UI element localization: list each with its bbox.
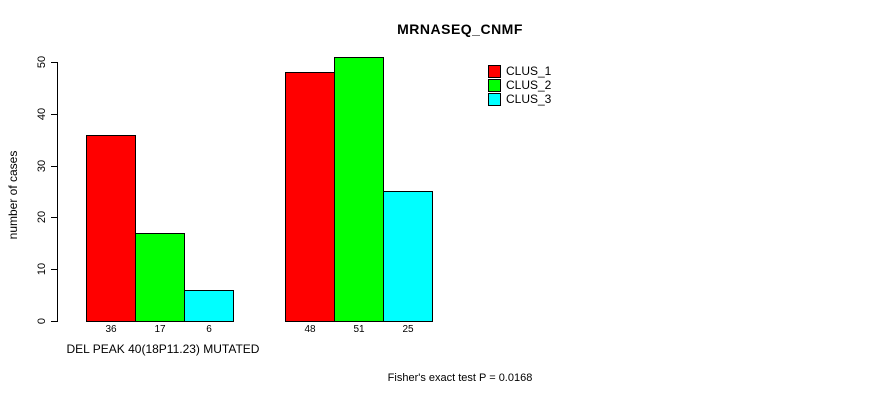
y-axis-line bbox=[57, 62, 58, 322]
chart-title: MRNASEQ_CNMF bbox=[397, 21, 523, 37]
y-axis-tick bbox=[51, 113, 57, 115]
y-axis-tick bbox=[51, 217, 57, 219]
legend-swatch-clus_1 bbox=[488, 64, 501, 78]
legend-item-clus_1: CLUS_1 bbox=[488, 64, 551, 78]
y-axis-tick-label: 10 bbox=[36, 263, 48, 276]
x-axis-title: DEL PEAK 40(18P11.23) MUTATED bbox=[66, 342, 260, 356]
y-axis-title: number of cases bbox=[6, 150, 20, 240]
legend-label: CLUS_2 bbox=[506, 78, 552, 92]
bar-value-label: 17 bbox=[154, 324, 166, 335]
legend-swatch-clus_2 bbox=[488, 78, 501, 92]
legend-item-clus_3: CLUS_3 bbox=[488, 92, 551, 106]
y-axis-tick bbox=[51, 269, 57, 271]
bar-clus_3-group1 bbox=[184, 290, 234, 322]
legend-label: CLUS_3 bbox=[506, 92, 552, 106]
y-axis-tick-label: 20 bbox=[36, 211, 48, 224]
bar-value-label: 25 bbox=[402, 324, 414, 335]
bar-clus_2-group1 bbox=[135, 233, 185, 322]
y-axis-tick-label: 0 bbox=[36, 317, 48, 325]
bar-value-label: 48 bbox=[304, 324, 316, 335]
bar-value-label: 6 bbox=[206, 324, 212, 335]
legend: CLUS_1 CLUS_2 CLUS_3 bbox=[488, 64, 551, 106]
y-axis-tick bbox=[51, 165, 57, 167]
bar-clus_1-group2 bbox=[285, 72, 335, 322]
bar-value-label: 36 bbox=[105, 324, 117, 335]
y-axis-tick-label: 30 bbox=[36, 159, 48, 172]
y-axis-tick-label: 50 bbox=[36, 55, 48, 69]
bar-clus_2-group2 bbox=[334, 57, 384, 322]
bar-value-label: 51 bbox=[353, 324, 365, 335]
bar-clus_3-group2 bbox=[383, 191, 433, 322]
y-axis-tick bbox=[51, 62, 57, 63]
fisher-test-annotation: Fisher's exact test P = 0.0168 bbox=[387, 372, 533, 384]
y-axis-tick bbox=[51, 321, 57, 322]
legend-label: CLUS_1 bbox=[506, 64, 552, 78]
y-axis-tick-label: 40 bbox=[36, 107, 48, 120]
legend-swatch-clus_3 bbox=[488, 92, 501, 106]
legend-item-clus_2: CLUS_2 bbox=[488, 78, 551, 92]
bar-clus_1-group1 bbox=[86, 135, 136, 322]
